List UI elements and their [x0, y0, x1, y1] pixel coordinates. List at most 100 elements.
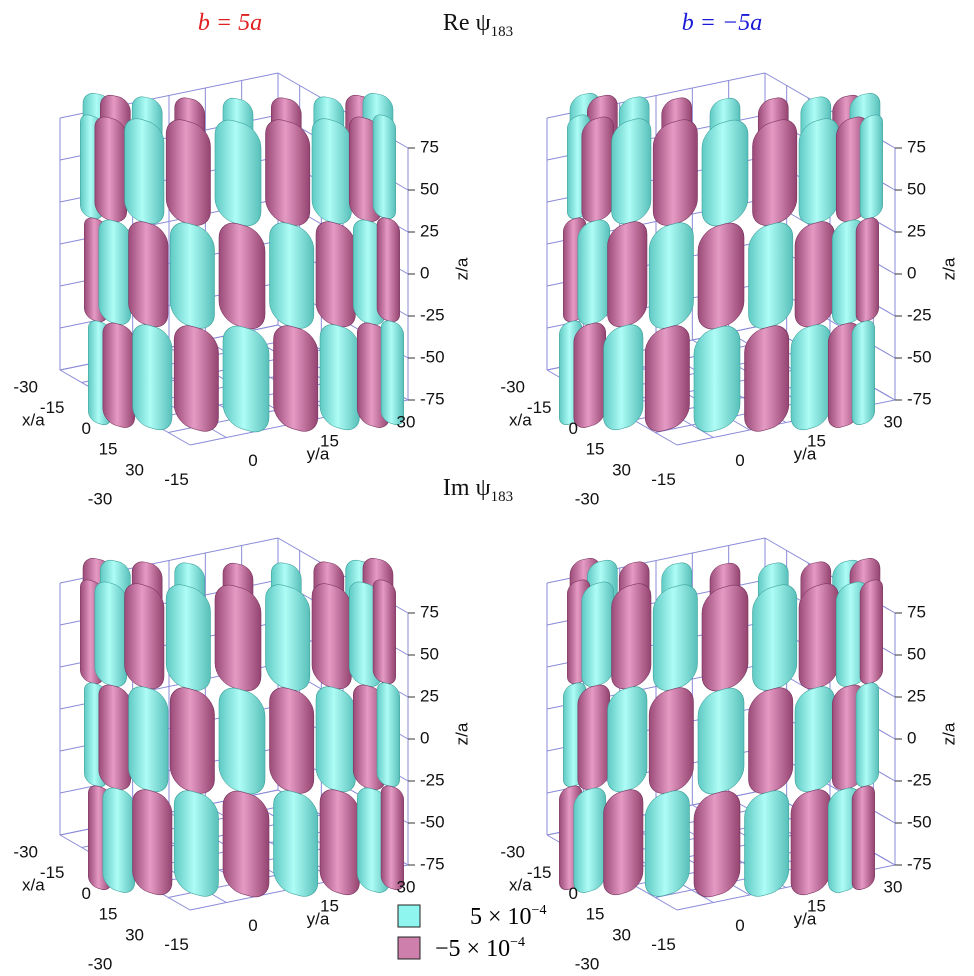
lobe-shape [582, 114, 614, 225]
lobe-shape [129, 683, 168, 796]
isosurface-lobe [377, 216, 400, 324]
y-tick-label: 0 [248, 451, 257, 470]
z-tick-label: -75 [907, 389, 932, 408]
lobe-shape [694, 321, 740, 436]
isosurface-lobe [215, 580, 261, 695]
isosurface-lobe [694, 321, 740, 436]
isosurface-lobe [320, 786, 359, 899]
x-tick-label: 15 [99, 440, 118, 459]
lobe-shape [266, 580, 310, 695]
lobe-shape [702, 580, 748, 695]
y-axis-label: y/a [794, 444, 817, 463]
lobe-shape [129, 218, 168, 331]
isosurface-lobe [215, 115, 261, 230]
lobe-shape [174, 321, 218, 436]
lobe-shape [174, 786, 218, 901]
lobe-shape [645, 786, 689, 901]
y-tick-label: 30 [397, 877, 416, 896]
isosurface-lobe [219, 683, 265, 798]
legend-label: −5 × 10−4 [435, 935, 525, 962]
lobe-shape [749, 218, 793, 333]
isosurface-lobe [702, 115, 748, 230]
z-tick-label: 0 [420, 263, 429, 282]
isosurface-lobe [578, 217, 610, 328]
lobe-shape [223, 321, 269, 436]
x-tick-label: -30 [500, 842, 525, 861]
isosurface-lobe [129, 683, 168, 796]
z-tick-label: -25 [420, 770, 445, 789]
z-tick-label: 50 [420, 179, 439, 198]
isosurface-lobe [749, 218, 793, 333]
row-title-subscript: 183 [491, 24, 514, 40]
legend-text: −5 × 10 [435, 936, 510, 962]
lobe-shape [270, 218, 314, 333]
isosurface-lobe [174, 321, 218, 436]
z-axis-label: z/a [939, 257, 958, 280]
z-tick-label: 25 [420, 221, 439, 240]
lobe-shape [694, 786, 740, 901]
panel: 7550250-25-50-75z/a-30-1501530x/a-30-150… [500, 538, 958, 973]
y-tick-label: -30 [575, 954, 600, 973]
lobe-shape [381, 784, 404, 892]
isosurface-lobe [174, 786, 218, 901]
lobe-shape [578, 217, 610, 328]
y-axis-label: y/a [307, 909, 330, 928]
isosurface-lobe [270, 218, 314, 333]
isosurface-lobe [125, 115, 164, 228]
isosurface-lobe [749, 683, 793, 798]
x-tick-label: 30 [612, 925, 631, 944]
isosurface-lobe [99, 217, 131, 328]
isosurface-lobe [604, 321, 643, 434]
y-tick-label: 0 [735, 916, 744, 935]
x-axis-label: x/a [22, 875, 45, 894]
z-tick-label: 0 [907, 728, 916, 747]
lobe-shape [604, 321, 643, 434]
lobe-shape [753, 115, 797, 230]
x-tick-label: 15 [586, 440, 605, 459]
z-tick-label: 0 [907, 263, 916, 282]
lobe-shape [373, 113, 396, 221]
lobe-shape [219, 683, 265, 798]
isosurface-lobe [373, 578, 396, 686]
z-tick-label: 75 [907, 602, 926, 621]
isosurface-lobe [103, 785, 135, 896]
isosurface-lobe [574, 320, 606, 431]
z-tick-label: -25 [907, 305, 932, 324]
x-tick-label: -30 [13, 377, 38, 396]
y-tick-label: 0 [248, 916, 257, 935]
lobe-shape [791, 786, 830, 899]
lobe-shape [582, 579, 614, 690]
row-title-subscript: 183 [491, 489, 514, 505]
lobe-shape [166, 580, 210, 695]
isosurface-lobe [381, 319, 404, 427]
isosurface-lobe [381, 784, 404, 892]
lobe-shape [373, 578, 396, 686]
isosurface-lobe [574, 785, 606, 896]
y-tick-label: -30 [88, 489, 113, 508]
isosurface-lobe [753, 580, 797, 695]
x-tick-label: -30 [13, 842, 38, 861]
z-tick-label: -75 [420, 389, 445, 408]
z-axis-label: z/a [939, 722, 958, 745]
lobe-shape [266, 115, 310, 230]
lobe-shape [860, 113, 883, 221]
isosurface-lobe [582, 579, 614, 690]
isosurface-lobe [799, 580, 838, 693]
lobe-shape [799, 115, 838, 228]
isosurface-lobe [95, 114, 127, 225]
lobe-shape [604, 786, 643, 899]
isosurface-lobe [612, 115, 651, 228]
lobe-shape [95, 114, 127, 225]
lobe-shape [860, 578, 883, 686]
isosurface-lobe [223, 786, 269, 901]
isosurface-lobe [852, 784, 875, 892]
lobe-shape [856, 681, 879, 789]
lobe-shape [381, 319, 404, 427]
y-tick-label: 30 [397, 412, 416, 431]
isosurface-lobe [860, 113, 883, 221]
lobe-shape [645, 321, 689, 436]
isosurface-lobe [320, 321, 359, 434]
lobe-shape [274, 786, 318, 901]
isosurface-lobe [745, 786, 789, 901]
z-tick-label: 50 [420, 644, 439, 663]
